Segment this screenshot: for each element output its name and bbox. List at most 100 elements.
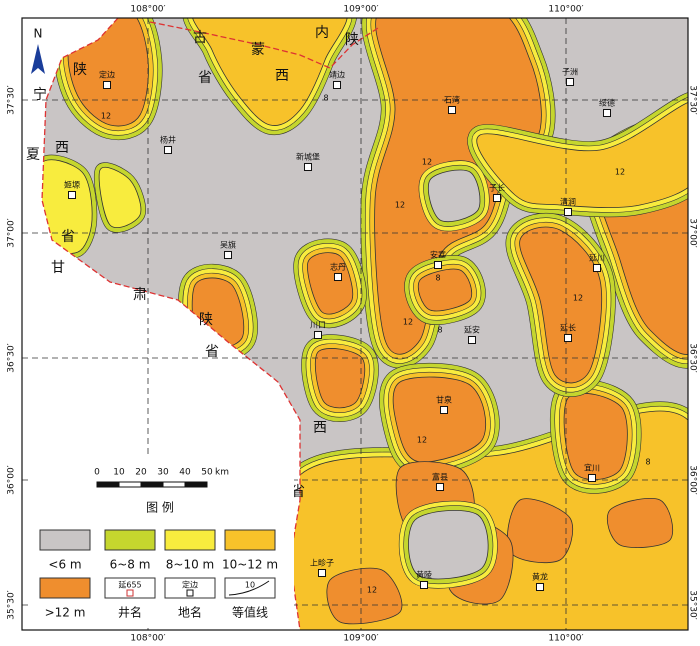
place-label: 杨井 [160, 135, 176, 145]
contour-core [476, 102, 688, 209]
contour-core [519, 226, 602, 384]
place-label: 富县 [432, 472, 448, 482]
place-marker [103, 81, 111, 89]
lat-label: 36°30′ [688, 343, 698, 372]
lon-label: 110°00′ [548, 5, 583, 15]
region-label: 内 [315, 25, 329, 41]
place-label: 子长 [489, 183, 505, 193]
contour-core [326, 567, 403, 625]
place-label: 定边 [99, 70, 115, 80]
scale-seg [140, 481, 164, 488]
contour-label: 8 [435, 274, 440, 283]
contour-core [427, 169, 481, 223]
place-label: 绥德 [599, 98, 615, 108]
region-label: 古 [193, 30, 207, 46]
map-frame [21, 17, 689, 631]
place-marker [440, 406, 448, 414]
contour-label: 12 [422, 158, 432, 167]
place-label: 石湾 [444, 95, 460, 105]
region-label: 甘 [51, 260, 65, 276]
contour-core [563, 392, 628, 480]
legend-swatch [164, 529, 216, 551]
lat-label: 35°30′ [7, 590, 17, 619]
region-label: 省 [291, 484, 305, 500]
legend-swatch [39, 577, 91, 599]
scale-seg [162, 481, 186, 488]
lon-label: 109°00′ [343, 634, 378, 644]
region-label: 夏 [26, 147, 40, 163]
place-label: 志丹 [330, 262, 346, 272]
scale-tick: 20 [135, 468, 147, 478]
legend-swatch [104, 577, 156, 599]
place-label: 黄陵 [416, 570, 432, 580]
north-label: N [34, 27, 43, 41]
north-arrow [31, 44, 45, 74]
region-label: 西 [313, 420, 327, 436]
legend-sample: 延655 [118, 580, 141, 590]
place-label: 甘泉 [436, 395, 452, 405]
lon-label: 110°00′ [548, 634, 583, 644]
contour-label: 12 [367, 586, 377, 595]
place-marker [434, 261, 442, 269]
region-label: 陕 [73, 62, 87, 78]
scale-seg [184, 481, 208, 488]
legend-label: 8~10 m [166, 558, 214, 572]
lon-label: 108°00′ [130, 634, 165, 644]
place-label: 上畛子 [310, 558, 334, 568]
place-label: 川口 [310, 321, 326, 330]
scale-tick: 40 [179, 468, 191, 478]
legend-sample: 10 [245, 581, 255, 590]
legend-label: >12 m [45, 606, 86, 620]
lat-label: 36°30′ [7, 343, 17, 372]
region-label: 省 [61, 229, 75, 245]
scale-seg [96, 481, 120, 488]
legend-label: 井名 [118, 605, 142, 620]
place-label: 延川 [589, 253, 605, 263]
contour-core [408, 510, 489, 580]
contour-label: 12 [395, 201, 405, 210]
contour-label: 12 [403, 318, 413, 327]
place-label: 安塞 [430, 250, 446, 260]
legend-swatch [164, 577, 216, 599]
place-label: 延长 [560, 323, 576, 333]
place-label: 姬塬 [64, 180, 80, 190]
region-label: 蒙 [251, 42, 265, 58]
place-marker [593, 264, 601, 272]
contour-core [392, 376, 487, 463]
lat-label: 35°30′ [688, 590, 698, 619]
place-marker [536, 583, 544, 591]
legend-label: 等值线 [232, 605, 268, 620]
place-marker [588, 474, 596, 482]
place-label: 延安 [464, 325, 480, 335]
legend-marker [186, 589, 194, 597]
place-marker [224, 251, 232, 259]
place-label: 黄龙 [532, 572, 548, 582]
place-marker [420, 581, 428, 589]
place-marker [448, 106, 456, 114]
place-marker [468, 336, 476, 344]
legend-swatch [224, 529, 276, 551]
contour-core [606, 497, 674, 548]
contour-core [307, 252, 354, 315]
lon-label: 109°00′ [343, 5, 378, 15]
scale-tick: 10 [113, 468, 125, 478]
lat-label: 37°30′ [688, 85, 698, 114]
lat-label: 37°00′ [688, 218, 698, 247]
contour-core [417, 268, 473, 312]
legend-title: 图 例 [146, 501, 174, 515]
place-label: 新城堡 [296, 152, 320, 162]
contour-label: 12 [615, 168, 625, 177]
legend-marker [126, 589, 134, 597]
legend-swatch [39, 529, 91, 551]
contour-label: 8 [437, 326, 442, 335]
scale-tick: 50 [201, 468, 213, 478]
scale-tick: 0 [94, 468, 100, 478]
legend-label: 6~8 m [110, 558, 151, 572]
place-marker [164, 146, 172, 154]
region-label: 西 [275, 68, 289, 84]
map-overlay: 108°00′ 108°00′ 109°00′ 109°00′ 110°00′ 110°0… [7, 5, 698, 644]
contour-core [192, 18, 348, 126]
place-marker [493, 194, 501, 202]
place-marker [68, 191, 76, 199]
